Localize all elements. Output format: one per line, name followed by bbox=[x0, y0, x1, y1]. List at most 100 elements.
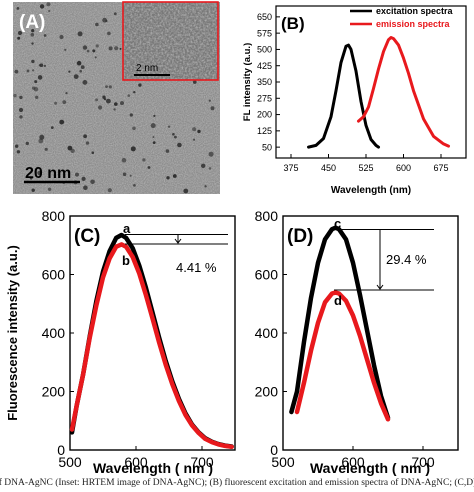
nanoparticle-dot bbox=[43, 64, 47, 68]
nanoparticle-dot bbox=[70, 148, 75, 153]
nanoparticle-dot bbox=[152, 136, 155, 138]
nanoparticle-dot bbox=[197, 129, 201, 134]
nanoparticle-dot bbox=[102, 17, 107, 23]
nanoparticle-dot bbox=[82, 80, 88, 85]
nanoparticle-dot bbox=[208, 99, 211, 102]
y-tick-label: 350 bbox=[257, 77, 272, 87]
nanoparticle-dot bbox=[15, 144, 19, 148]
nanoparticle-dot bbox=[83, 185, 88, 190]
nanoparticle-dot bbox=[129, 174, 132, 177]
nanoparticle-dot bbox=[65, 92, 68, 95]
nanoparticle-dot bbox=[113, 108, 116, 111]
panel-d-frame bbox=[282, 215, 459, 451]
nanoparticle-dot bbox=[43, 34, 47, 37]
nanoparticle-dot bbox=[81, 176, 86, 181]
y-tick-label: 500 bbox=[257, 45, 272, 55]
x-tick-label: 500 bbox=[271, 454, 295, 470]
nanoparticle-dot bbox=[98, 105, 103, 110]
nanoparticle-dot bbox=[165, 149, 170, 153]
nanoparticle-dot bbox=[177, 142, 182, 148]
annotation-arrow-head bbox=[174, 238, 182, 244]
nanoparticle-dot bbox=[47, 187, 52, 191]
x-tick-label: 500 bbox=[58, 454, 82, 470]
y-tick-label: 0 bbox=[57, 442, 65, 458]
nanoparticle-dot bbox=[208, 167, 212, 170]
x-tick-label: 675 bbox=[433, 163, 448, 173]
curve-label-c: c bbox=[334, 216, 341, 231]
y-tick-label: 800 bbox=[42, 208, 66, 224]
nanoparticle-dot bbox=[172, 174, 177, 178]
panel-d: (D) 0 200 400 600 800 500 600 700 29.4 % c d W… bbox=[255, 208, 459, 476]
y-tick-label: 0 bbox=[270, 442, 278, 458]
nanoparticle-dot bbox=[31, 86, 36, 90]
y-tick-label: 275 bbox=[257, 93, 272, 103]
nanoparticle-dot bbox=[132, 126, 136, 131]
nanoparticle-dot bbox=[44, 147, 48, 151]
nanoparticle-dot bbox=[127, 94, 131, 97]
x-tick-label: 600 bbox=[341, 454, 365, 470]
nanoparticle-dot bbox=[62, 100, 67, 104]
nanoparticle-dot bbox=[167, 125, 171, 128]
y-tick-label: 50 bbox=[262, 142, 272, 152]
nanoparticle-dot bbox=[95, 98, 99, 102]
y-tick-label: 800 bbox=[255, 208, 279, 224]
panel-c-label: (C) bbox=[74, 226, 100, 247]
curve-label-d: d bbox=[334, 293, 342, 308]
nanoparticle-dot bbox=[76, 60, 82, 66]
series-line-c bbox=[289, 225, 391, 421]
nanoparticle-dot bbox=[30, 15, 34, 19]
nanoparticle-dot bbox=[153, 114, 156, 117]
nanoparticle-dot bbox=[19, 95, 23, 100]
nanoparticle-dot bbox=[13, 93, 17, 98]
nanoparticle-dot bbox=[34, 80, 38, 84]
panel-b-xlabel: Wavelength (nm) bbox=[331, 185, 411, 196]
nanoparticle-dot bbox=[95, 22, 99, 27]
figure-caption: of DNA-AgNC (Inset: HRTEM image of DNA-A… bbox=[0, 478, 474, 488]
panel-b: (B) 50 125 200 275 350 425 500 575 650 375 450 525… bbox=[242, 5, 467, 196]
y-tick-label: 125 bbox=[257, 126, 272, 136]
nanoparticle-dot bbox=[95, 44, 99, 48]
x-tick-label: 600 bbox=[124, 454, 148, 470]
nanoparticle-dot bbox=[19, 115, 23, 119]
nanoparticle-dot bbox=[150, 123, 156, 129]
nanoparticle-dot bbox=[133, 91, 136, 94]
nanoparticle-dot bbox=[174, 135, 177, 139]
nanoparticle-dot bbox=[107, 188, 112, 193]
inset-scale-label: 2 nm bbox=[136, 63, 158, 74]
y-tick-label: 200 bbox=[42, 383, 66, 399]
nanoparticle-dot bbox=[26, 69, 30, 73]
panel-d-label: (D) bbox=[287, 226, 313, 247]
nanoparticle-dot bbox=[133, 184, 136, 187]
panel-c-ylabel: Fluorescence intensity (a.u.) bbox=[5, 245, 20, 421]
nanoparticle-dot bbox=[16, 150, 21, 154]
series-line-b bbox=[69, 242, 234, 450]
x-tick-label: 525 bbox=[358, 163, 373, 173]
nanoparticle-dot bbox=[54, 101, 58, 105]
y-tick-label: 400 bbox=[255, 325, 279, 341]
nanoparticle-dot bbox=[31, 59, 35, 64]
panel-a-label: (A) bbox=[19, 12, 45, 33]
nanoparticle-dot bbox=[106, 98, 111, 104]
x-tick-label: 700 bbox=[411, 454, 435, 470]
nanoparticle-dot bbox=[68, 70, 71, 73]
nanoparticle-dot bbox=[204, 185, 207, 188]
nanoparticle-dot bbox=[39, 4, 45, 9]
nanoparticle-dot bbox=[210, 106, 215, 111]
annotation-29-4: 29.4 % bbox=[386, 252, 427, 267]
nanoparticle-dot bbox=[108, 85, 112, 89]
y-tick-label: 650 bbox=[257, 12, 272, 22]
nanoparticle-dot bbox=[67, 145, 73, 151]
nanoparticle-dot bbox=[193, 80, 197, 84]
nanoparticle-dot bbox=[120, 101, 124, 106]
nanoparticle-dot bbox=[85, 141, 90, 145]
nanoparticle-dot bbox=[31, 42, 34, 45]
y-tick-label: 200 bbox=[255, 383, 279, 399]
nanoparticle-dot bbox=[172, 133, 175, 136]
series-line-d bbox=[294, 290, 391, 422]
scale-bar-label: 20 nm bbox=[25, 165, 71, 182]
nanoparticle-dot bbox=[37, 170, 42, 176]
curve-label-b: b bbox=[122, 253, 130, 268]
y-tick-label: 425 bbox=[257, 61, 272, 71]
panel-d-xlabel: Wavelength ( nm ) bbox=[310, 460, 430, 476]
